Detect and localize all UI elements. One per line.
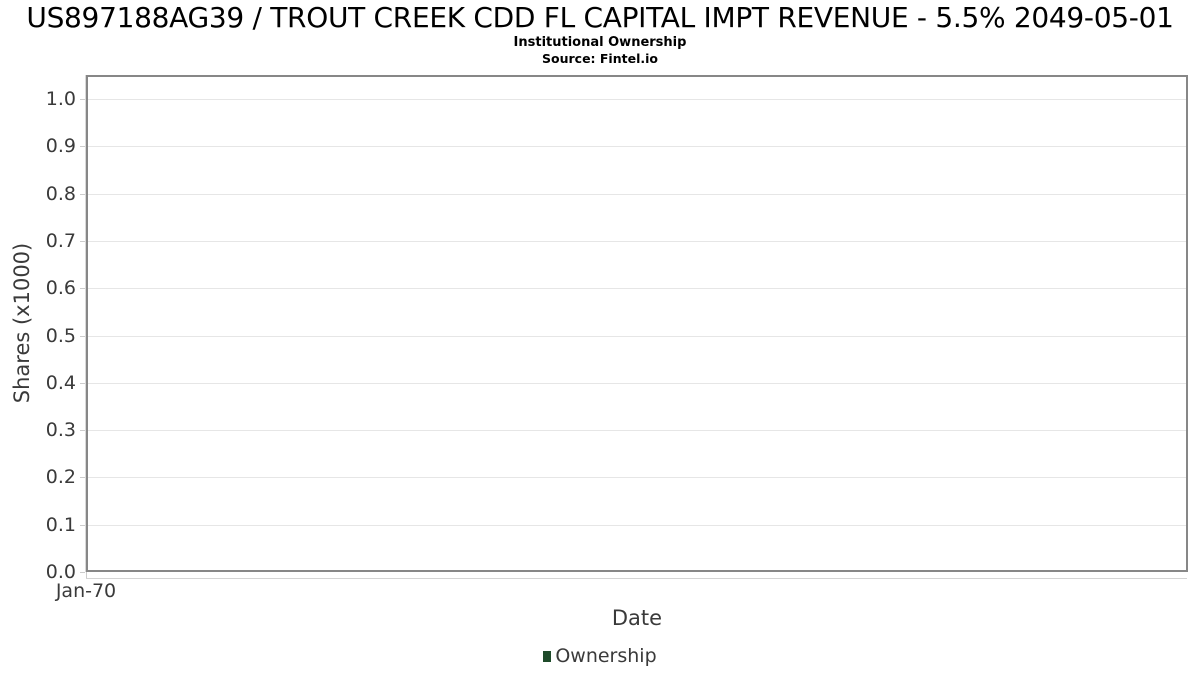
y-tick-mark: [80, 572, 85, 573]
y-gridline: [88, 146, 1186, 147]
y-tick-label: 0.1: [45, 514, 76, 536]
y-tick-label: 0.9: [45, 135, 76, 157]
y-tick-label: 0.5: [45, 325, 76, 347]
legend-swatch-ownership: [543, 650, 552, 662]
chart-subtitle: Institutional Ownership: [513, 35, 687, 50]
y-gridline: [88, 525, 1186, 526]
y-gridline: [88, 477, 1186, 478]
y-gridline: [88, 288, 1186, 289]
y-tick-mark: [80, 194, 85, 195]
y-gridline: [88, 430, 1186, 431]
y-tick-mark: [80, 288, 85, 289]
legend-label-ownership: Ownership: [555, 645, 657, 667]
y-gridline: [88, 241, 1186, 242]
plot-area: [86, 75, 1188, 572]
y-tick-label: 0.4: [45, 372, 76, 394]
x-tick-label: Jan-70: [55, 580, 117, 602]
x-axis-title: Date: [611, 606, 663, 630]
y-gridline: [88, 99, 1186, 100]
y-tick-mark: [80, 525, 85, 526]
y-tick-mark: [80, 430, 85, 431]
y-tick-mark: [80, 146, 85, 147]
x-axis-line: [86, 578, 1187, 579]
y-tick-mark: [80, 383, 85, 384]
y-tick-label: 1.0: [45, 88, 76, 110]
x-tick-mark: [86, 572, 87, 578]
y-tick-mark: [80, 477, 85, 478]
y-tick-mark: [80, 99, 85, 100]
chart-source: Source: Fintel.io: [542, 51, 658, 66]
y-tick-label: 0.2: [45, 466, 76, 488]
y-axis-line: [85, 75, 86, 572]
y-tick-mark: [80, 336, 85, 337]
y-tick-label: 0.6: [45, 277, 76, 299]
chart-title: US897188AG39 / TROUT CREEK CDD FL CAPITA…: [26, 1, 1174, 34]
y-tick-mark: [80, 241, 85, 242]
y-tick-label: 0.7: [45, 230, 76, 252]
y-gridline: [88, 194, 1186, 195]
y-tick-label: 0.0: [45, 561, 76, 583]
legend: Ownership: [0, 645, 1200, 667]
y-tick-label: 0.3: [45, 419, 76, 441]
y-gridline: [88, 336, 1186, 337]
y-tick-label: 0.8: [45, 183, 76, 205]
y-gridline: [88, 383, 1186, 384]
